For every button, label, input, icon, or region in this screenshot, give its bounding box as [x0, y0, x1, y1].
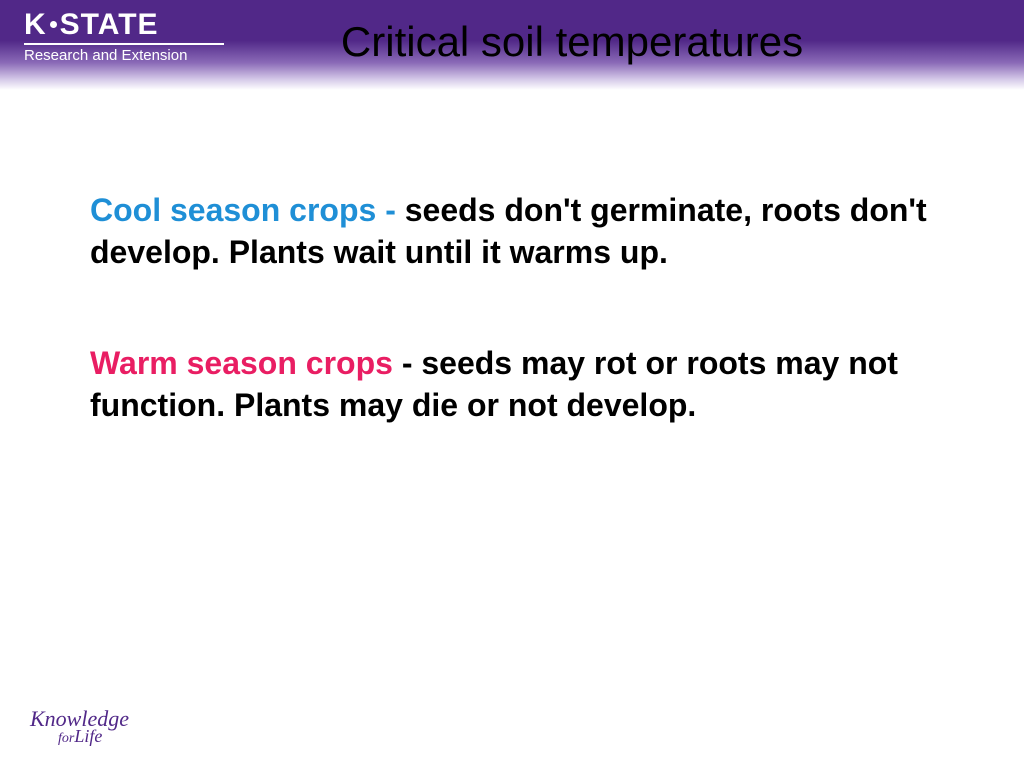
footer-life: Life: [74, 726, 102, 746]
slide-title: Critical soil temperatures: [0, 18, 1024, 66]
footer-for: for: [58, 731, 74, 746]
slide-content: Cool season crops - seeds don't germinat…: [90, 190, 940, 496]
cool-season-paragraph: Cool season crops - seeds don't germinat…: [90, 190, 940, 273]
warm-season-paragraph: Warm season crops - seeds may rot or roo…: [90, 343, 940, 426]
footer-forlife: forLife: [30, 728, 129, 746]
slide-header: KSTATE Research and Extension Critical s…: [0, 0, 1024, 90]
warm-season-label: Warm season crops: [90, 345, 393, 381]
cool-season-label: Cool season crops -: [90, 192, 405, 228]
knowledge-for-life-logo: Knowledge forLife: [30, 709, 129, 746]
